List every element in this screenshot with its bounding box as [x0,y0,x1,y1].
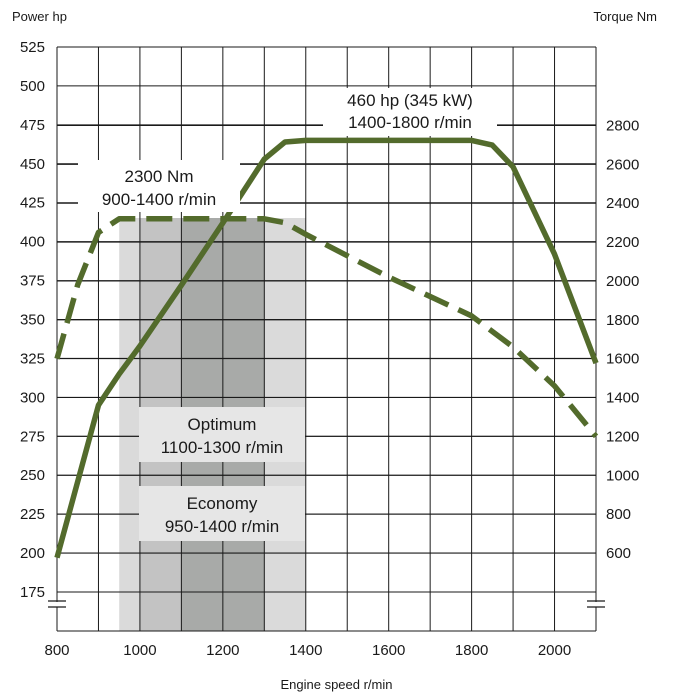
optimum-annotation-line2: 1100-1300 r/min [161,438,284,457]
optimum-annotation-line1: Optimum [188,415,257,434]
y-left-tick-label: 250 [20,467,45,484]
economy-annotation-box [139,486,305,541]
y-right-tick-label: 2200 [606,234,639,251]
y-left-tick-label: 425 [20,195,45,212]
y-left-tick-label: 300 [20,389,45,406]
torque-annotation-line2: 900-1400 r/min [102,190,216,209]
y-left-tick-label: 200 [20,545,45,562]
y-left-tick-label: 400 [20,234,45,251]
y-left-tick-label: 225 [20,506,45,523]
y-right-tick-label: 2600 [606,156,639,173]
x-tick-label: 1200 [206,642,239,659]
optimum-annotation-box [139,407,305,462]
torque-curve [54,216,599,439]
x-tick-label: 1800 [455,642,488,659]
y-left-tick-label: 500 [20,78,45,95]
x-tick-label: 1000 [123,642,156,659]
y-right-tick-label: 1800 [606,312,639,329]
y-right-tick-label: 600 [606,545,631,562]
economy-annotation-line1: Economy [187,494,258,513]
y-left-tick-label: 350 [20,312,45,329]
power-annotation-line2: 1400-1800 r/min [348,113,472,132]
y-right-tick-label: 1000 [606,467,639,484]
power-annotation-line1: 460 hp (345 kW) [347,91,473,110]
y-right-tick-label: 800 [606,506,631,523]
y-left-tick-label: 525 [20,39,45,56]
power-curve [54,137,599,559]
x-tick-label: 1600 [372,642,405,659]
y-left-tick-label: 175 [20,584,45,601]
economy-annotation-line2: 950-1400 r/min [165,517,279,536]
axis-break-gap [588,602,604,607]
y-left-tick-label: 325 [20,350,45,367]
y-right-tick-label: 1600 [606,351,639,368]
y-right-tick-label: 2400 [606,195,639,212]
x-axis-title: Engine speed r/min [280,677,393,692]
torque-annotation-box [78,160,240,212]
power-annotation-box [323,88,497,136]
y-right-tick-label: 1200 [606,428,639,445]
x-tick-label: 1400 [289,642,322,659]
y-left-tick-label: 450 [20,156,45,173]
x-tick-label: 2000 [538,642,571,659]
y-right-tick-label: 2800 [606,118,639,135]
y-right-tick-label: 2000 [606,273,639,290]
y-left-tick-label: 475 [20,117,45,134]
y-left-tick-label: 375 [20,273,45,290]
torque-annotation-line1: 2300 Nm [125,167,194,186]
left-axis-title: Power hp [12,9,67,24]
axis-break-gap [49,602,65,607]
y-right-tick-label: 1400 [606,390,639,407]
right-axis-title: Torque Nm [593,9,657,24]
y-left-tick-label: 275 [20,428,45,445]
x-tick-label: 800 [44,642,69,659]
